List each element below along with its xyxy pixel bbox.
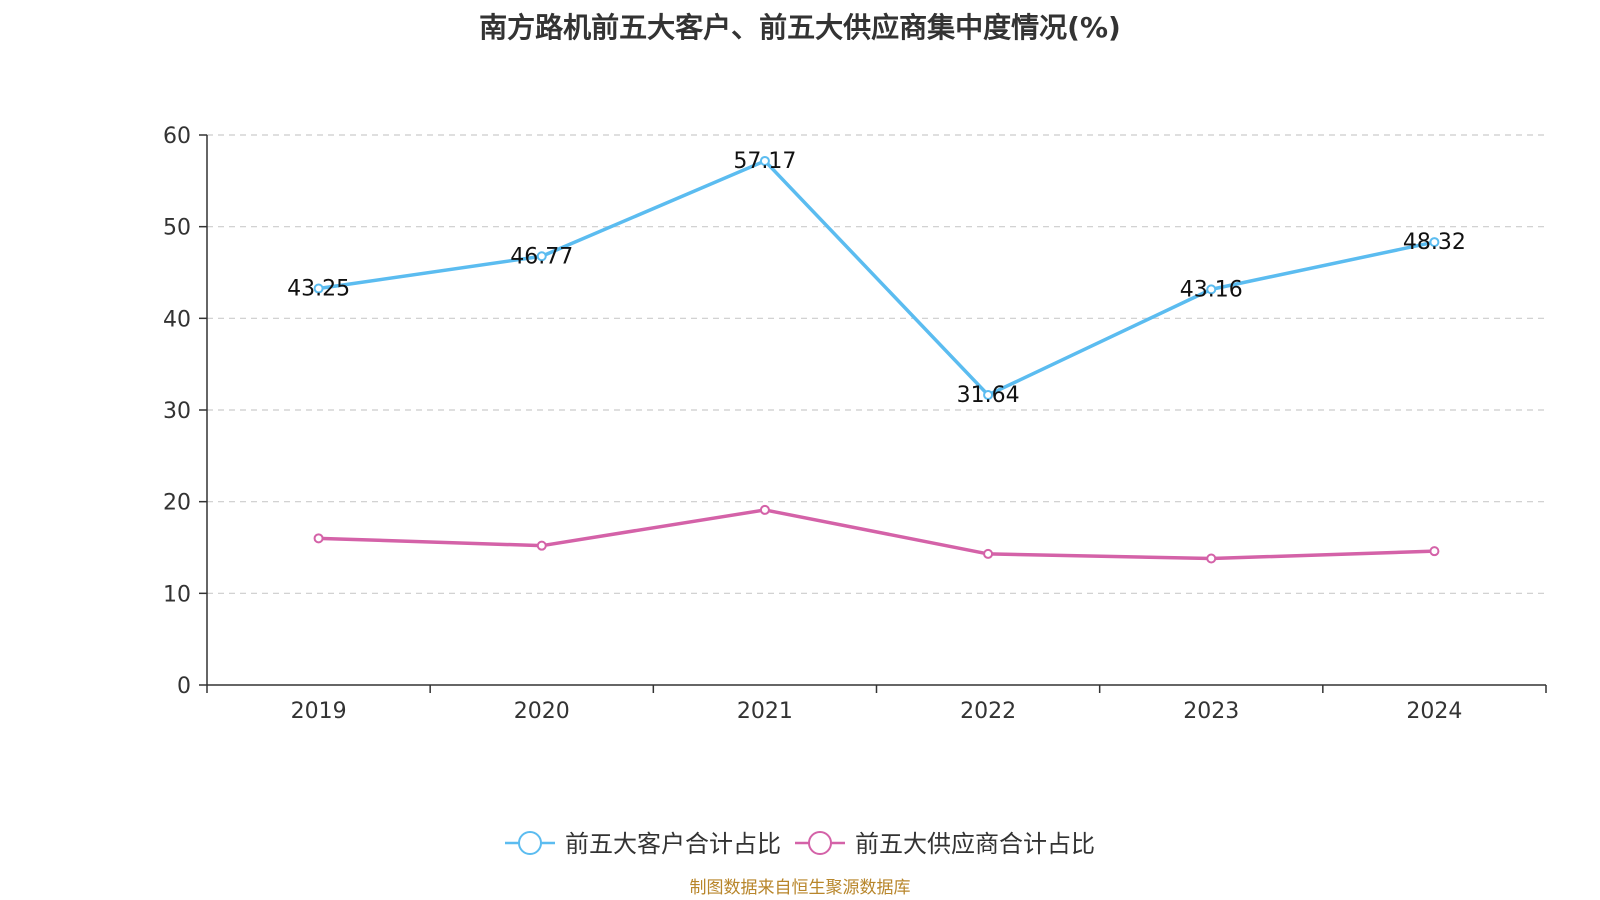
- legend-item-1: 前五大客户合计占比: [505, 830, 781, 858]
- series-lines: [313, 155, 1440, 564]
- series-2-point-2024: [1429, 546, 1440, 557]
- grid-lines: [207, 134, 1546, 594]
- legend-marker-1: [518, 831, 542, 855]
- series-1-point-2024: [1429, 237, 1440, 248]
- legend-marker-2: [808, 831, 832, 855]
- y-tick-label-40: 40: [163, 307, 191, 332]
- source-note: 制图数据来自恒生聚源数据库: [689, 878, 911, 898]
- y-tick-label-30: 30: [163, 399, 191, 424]
- y-tick-label-10: 10: [163, 582, 191, 607]
- x-tick-label-2019: 2019: [291, 699, 347, 724]
- axes: 0 10 20 30 40 50 60 2019 2020 2021 2022 2023 2024: [163, 124, 1547, 724]
- data-label-2022: 31.64: [957, 383, 1020, 408]
- series-2-point-2023: [1206, 553, 1217, 564]
- data-labels: 43.25 46.77 57.17 31.64 43.16 48.32: [287, 149, 1466, 408]
- series-1-point-2020: [536, 251, 547, 262]
- series-2-point-2019: [313, 533, 324, 544]
- x-tick-label-2023: 2023: [1183, 699, 1239, 724]
- series-1-point-2023: [1206, 284, 1217, 295]
- legend: 前五大客户合计占比 前五大供应商合计占比: [505, 830, 1095, 858]
- series-1-point-2022: [983, 389, 994, 400]
- x-tick-label-2021: 2021: [737, 699, 793, 724]
- data-label-2024: 48.32: [1403, 230, 1466, 255]
- data-label-2020: 46.77: [510, 244, 573, 269]
- x-tick-label-2022: 2022: [960, 699, 1016, 724]
- legend-label-1: 前五大客户合计占比: [565, 830, 781, 858]
- y-tick-label-20: 20: [163, 491, 191, 516]
- x-tick-label-2024: 2024: [1406, 699, 1462, 724]
- y-tick-label-60: 60: [163, 124, 191, 149]
- series-line-1: [318, 159, 1435, 397]
- legend-item-2: 前五大供应商合计占比: [795, 830, 1095, 858]
- data-label-2021: 57.17: [733, 149, 796, 174]
- y-tick-label-50: 50: [163, 216, 191, 241]
- data-label-2023: 43.16: [1180, 277, 1243, 302]
- y-tick-label-0: 0: [177, 674, 191, 699]
- series-line-2: [318, 508, 1435, 561]
- chart-title: 南方路机前五大客户、前五大供应商集中度情况(%): [479, 11, 1121, 44]
- series-1-point-2019: [313, 283, 324, 294]
- series-2-point-2020: [536, 540, 547, 551]
- x-tick-label-2020: 2020: [514, 699, 570, 724]
- data-label-2019: 43.25: [287, 277, 350, 302]
- series-2-point-2022: [983, 548, 994, 559]
- series-2-point-2021: [759, 504, 770, 515]
- legend-label-2: 前五大供应商合计占比: [855, 830, 1095, 858]
- series-1-point-2021: [759, 155, 770, 166]
